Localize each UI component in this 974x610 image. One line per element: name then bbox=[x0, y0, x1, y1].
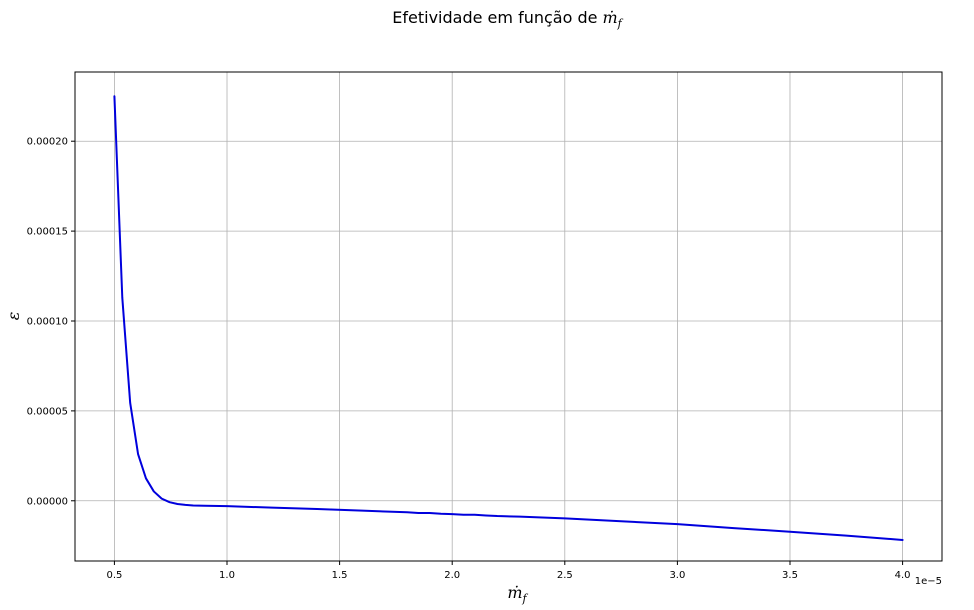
x-axis-ticks: 0.5 1.0 1.5 2.0 2.5 3.0 3.5 4.0 bbox=[106, 561, 911, 581]
grid bbox=[75, 72, 942, 561]
x-tick-label: 3.5 bbox=[782, 570, 798, 581]
y-axis-label: ε bbox=[4, 312, 23, 321]
x-tick-label: 2.5 bbox=[557, 570, 573, 581]
x-axis-label: ṁf bbox=[507, 583, 528, 605]
chart-title: Efetividade em função de ṁf bbox=[392, 8, 623, 30]
x-tick-label: 1.5 bbox=[332, 570, 348, 581]
y-tick-label: 0.00020 bbox=[27, 137, 68, 148]
x-tick-label: 2.0 bbox=[444, 570, 460, 581]
x-tick-label: 0.5 bbox=[106, 570, 122, 581]
x-tick-label: 4.0 bbox=[895, 570, 911, 581]
x-tick-label: 1.0 bbox=[219, 570, 235, 581]
series-layer bbox=[113, 95, 904, 541]
y-tick-label: 0.00005 bbox=[27, 406, 68, 417]
y-tick-label: 0.00015 bbox=[27, 227, 68, 238]
y-tick-label: 0.00010 bbox=[27, 316, 68, 327]
y-axis-ticks: 0.00000 0.00005 0.00010 0.00015 0.00020 bbox=[27, 137, 75, 507]
series-line bbox=[113, 95, 904, 541]
plot-area-frame bbox=[74, 71, 943, 562]
x-tick-label: 3.0 bbox=[669, 570, 685, 581]
x-axis-offset-text: 1e−5 bbox=[915, 576, 942, 587]
y-tick-label: 0.00000 bbox=[27, 496, 68, 507]
